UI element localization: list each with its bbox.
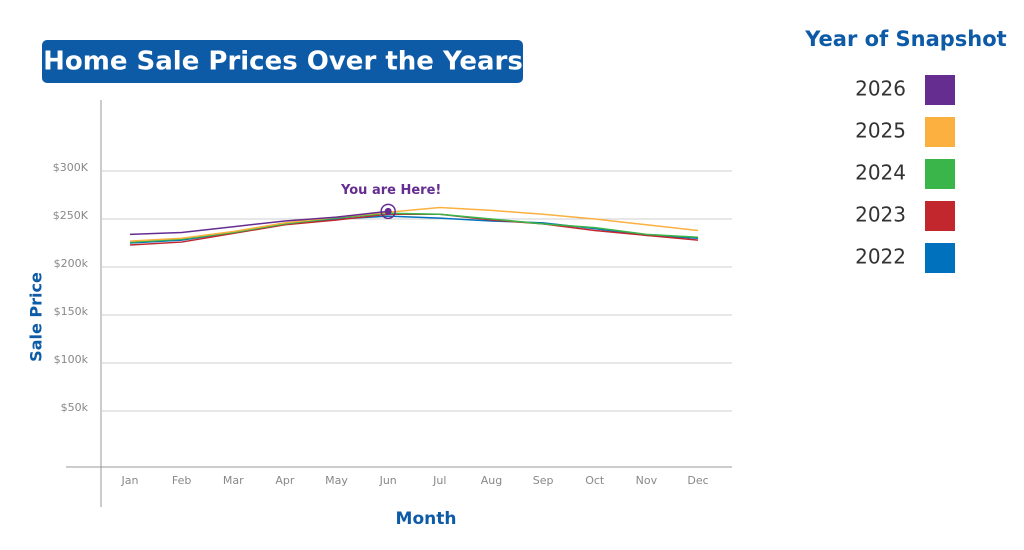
y-tick-label: $50k [61, 401, 89, 414]
chart-title: Home Sale Prices Over the Years [43, 47, 523, 77]
y-tick-label: $300K [53, 161, 89, 174]
legend-swatch [925, 75, 955, 105]
legend-swatch [925, 159, 955, 189]
x-tick-label: Feb [172, 474, 191, 487]
legend-swatch [925, 201, 955, 231]
marker-ring [380, 203, 396, 220]
y-axis-label: Sale Price [27, 272, 46, 362]
series-line [129, 210, 389, 236]
x-tick-label: Jul [432, 474, 446, 487]
marker [384, 207, 392, 215]
x-tick-label: Sep [533, 474, 554, 487]
x-tick-label: Jan [121, 474, 139, 487]
x-tick-label: Nov [636, 474, 658, 487]
x-tick-label: May [325, 474, 348, 487]
legend-label: 2022 [855, 245, 906, 269]
legend-label: 2023 [855, 203, 906, 227]
x-tick-label: Jun [379, 474, 397, 487]
legend-label: 2024 [855, 161, 906, 185]
x-tick-label: Dec [687, 474, 708, 487]
x-tick-label: Apr [275, 474, 295, 487]
x-axis-label: Month [396, 509, 457, 529]
series-line [129, 212, 699, 243]
x-tick-label: Aug [481, 474, 502, 487]
x-tick-label: Mar [223, 474, 244, 487]
legend-label: 2026 [855, 77, 906, 101]
x-tick-label: Oct [585, 474, 605, 487]
series-line [129, 206, 699, 242]
legend-label: 2025 [855, 119, 906, 143]
legend-title: Year of Snapshot [804, 27, 1006, 51]
legend-swatch [925, 117, 955, 147]
y-tick-label: $150k [54, 305, 89, 318]
y-tick-label: $200k [54, 257, 89, 270]
y-tick-label: $250K [53, 209, 89, 222]
annotation: You are Here! [340, 183, 441, 198]
legend-swatch [925, 243, 955, 273]
title-box [42, 40, 523, 83]
y-tick-label: $100k [54, 353, 89, 366]
